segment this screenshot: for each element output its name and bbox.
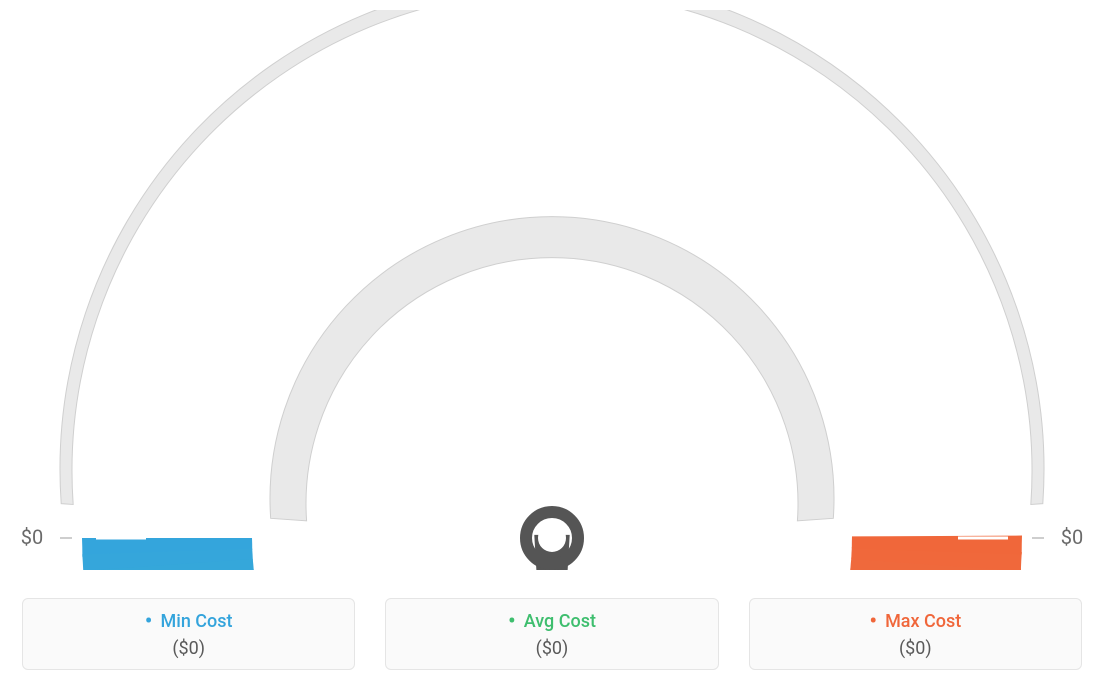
gauge-area: $0$0$0$0$0$0$0	[0, 10, 1104, 570]
cost-gauge-chart: $0$0$0$0$0$0$0 • Min Cost ($0) • Avg Cos…	[0, 0, 1104, 690]
legend-value-avg: ($0)	[386, 638, 717, 659]
tick-label: $0	[21, 525, 43, 549]
legend-row: • Min Cost ($0) • Avg Cost ($0) • Max Co…	[22, 598, 1082, 670]
legend-card-min: • Min Cost ($0)	[22, 598, 355, 670]
legend-label-max: Max Cost	[885, 611, 961, 632]
tick-label: $0	[1061, 525, 1083, 549]
legend-card-max: • Max Cost ($0)	[749, 598, 1082, 670]
gauge-svg: $0$0$0$0$0$0$0	[0, 10, 1104, 570]
needle-hub-inner	[538, 524, 566, 552]
legend-label-min: Min Cost	[160, 611, 232, 632]
legend-label-avg: Avg Cost	[524, 611, 596, 632]
legend-card-avg: • Avg Cost ($0)	[385, 598, 718, 670]
legend-value-max: ($0)	[750, 638, 1081, 659]
inner-grey-arc	[270, 217, 834, 521]
legend-value-min: ($0)	[23, 638, 354, 659]
